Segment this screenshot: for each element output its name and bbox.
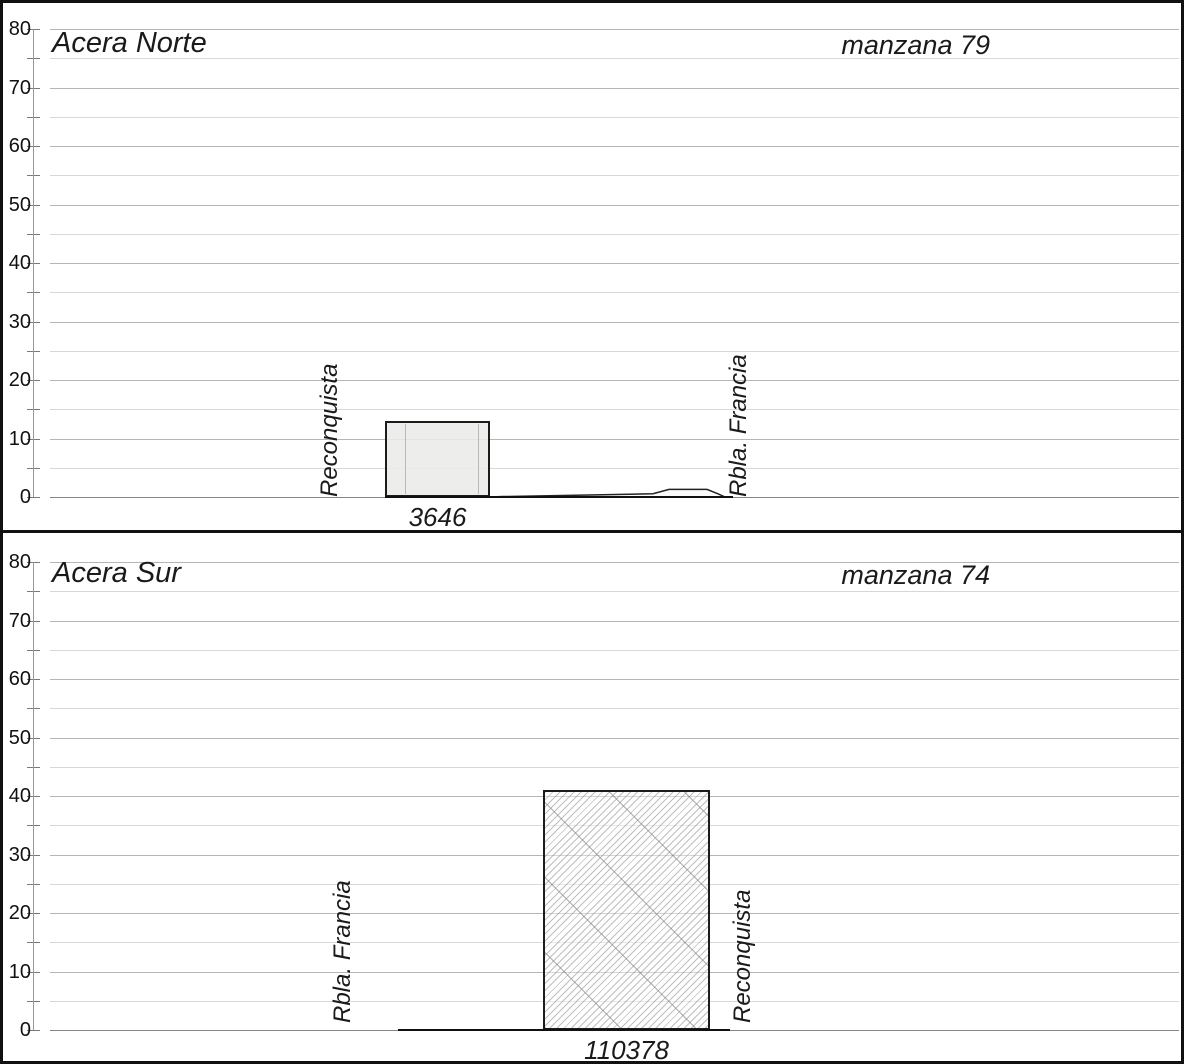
panel-title: Acera Norte bbox=[52, 27, 207, 59]
y-tick-label-50: 50 bbox=[8, 193, 31, 216]
plot-area-norte: 0 10 20 30 40 50 60 70 80 bbox=[3, 3, 1181, 530]
street-label-right: Rbla. Francia bbox=[725, 354, 752, 497]
street-label-right: Reconquista bbox=[729, 889, 756, 1023]
gridline-70 bbox=[50, 87, 1179, 89]
gridline-0 bbox=[50, 1030, 1179, 1031]
gridline-50 bbox=[50, 204, 1179, 206]
y-tick-label-70: 70 bbox=[8, 609, 31, 632]
gridline-80 bbox=[50, 562, 1179, 563]
y-tick-label-50: 50 bbox=[8, 726, 31, 749]
gridline-70 bbox=[50, 620, 1179, 622]
gridline-5 bbox=[50, 467, 1179, 469]
gridline-80 bbox=[50, 29, 1179, 30]
y-tick-label-40: 40 bbox=[8, 785, 31, 807]
y-tick-label-40: 40 bbox=[8, 252, 31, 274]
panel-acera-sur: 0 10 20 30 40 50 60 70 80 Acera Sur manzana 74 R… bbox=[3, 530, 1181, 1061]
y-tick-label-20: 20 bbox=[8, 902, 31, 924]
gridline-60 bbox=[50, 146, 1179, 147]
y-tick-label-30: 30 bbox=[8, 310, 31, 333]
y-tick-label-20: 20 bbox=[8, 369, 31, 391]
building-height-bar bbox=[385, 420, 490, 497]
gridline-55 bbox=[50, 175, 1179, 177]
y-tick-label-10: 10 bbox=[8, 427, 31, 450]
street-label-left: Reconquista bbox=[316, 363, 343, 497]
parcel-number-label: 3646 bbox=[408, 502, 467, 532]
gridline-45 bbox=[50, 233, 1179, 235]
ground-profile-overlay bbox=[385, 488, 733, 498]
street-label-left: Rbla. Francia bbox=[329, 880, 356, 1023]
y-tick-label-80: 80 bbox=[8, 18, 31, 40]
panel-title: Acera Sur bbox=[52, 557, 181, 589]
y-tick-0 bbox=[27, 1030, 40, 1031]
y-axis-line bbox=[33, 562, 34, 1030]
gridline-65 bbox=[50, 116, 1179, 118]
terrain-profile-shape bbox=[489, 488, 726, 498]
y-tick-0 bbox=[27, 497, 40, 498]
y-tick-label-60: 60 bbox=[8, 135, 31, 157]
gridline-30 bbox=[50, 321, 1179, 323]
gridline-75 bbox=[50, 58, 1179, 60]
gridline-55 bbox=[50, 708, 1179, 710]
y-axis-line bbox=[33, 29, 34, 497]
building-height-bar bbox=[543, 790, 710, 1030]
y-tick-label-80: 80 bbox=[8, 551, 31, 573]
plot-area-sur: 0 10 20 30 40 50 60 70 80 bbox=[3, 533, 1181, 1061]
y-tick-label-0: 0 bbox=[19, 486, 31, 508]
panel-acera-norte: 0 10 20 30 40 50 60 70 80 Acera Norte manzana 79… bbox=[3, 3, 1181, 532]
parcel-divider-line bbox=[478, 423, 479, 494]
parcel-divider-line bbox=[405, 423, 406, 494]
gridline-15 bbox=[50, 409, 1179, 411]
gridline-45 bbox=[50, 766, 1179, 768]
gridline-0 bbox=[50, 497, 1179, 498]
y-tick-label-70: 70 bbox=[8, 76, 31, 99]
y-tick-label-0: 0 bbox=[19, 1019, 31, 1041]
gridline-40 bbox=[50, 263, 1179, 264]
block-label: manzana 79 bbox=[841, 30, 990, 60]
block-label: manzana 74 bbox=[841, 560, 990, 590]
gridline-35 bbox=[50, 292, 1179, 294]
y-tick-label-30: 30 bbox=[8, 843, 31, 866]
parcel-number-label: 110378 bbox=[584, 1035, 669, 1064]
gridline-75 bbox=[50, 591, 1179, 593]
gridline-25 bbox=[50, 350, 1179, 352]
gridline-20 bbox=[50, 380, 1179, 381]
gridline-50 bbox=[50, 737, 1179, 739]
gridline-10 bbox=[50, 438, 1179, 440]
gridline-60 bbox=[50, 679, 1179, 680]
gridline-65 bbox=[50, 649, 1179, 651]
y-tick-label-10: 10 bbox=[8, 960, 31, 983]
y-tick-label-60: 60 bbox=[8, 668, 31, 690]
